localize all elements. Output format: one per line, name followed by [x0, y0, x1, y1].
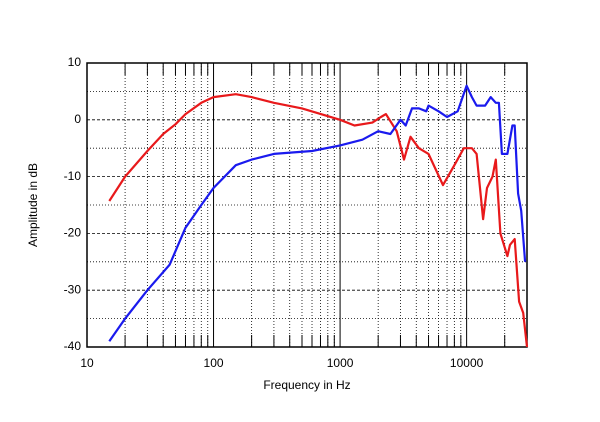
x-axis-label: Frequency in Hz: [263, 378, 350, 392]
series-line: [108, 84, 527, 342]
x-tick-label: 10000: [450, 356, 484, 370]
x-tick-label: 100: [204, 356, 224, 370]
y-tick-label: -40: [64, 339, 82, 353]
x-tick-label: 1000: [327, 356, 354, 370]
x-tick-label: 10: [80, 356, 94, 370]
y-tick-label: 10: [68, 55, 82, 69]
plot-frame: [86, 62, 528, 348]
y-tick-label: -10: [64, 169, 82, 183]
y-tick-label: 0: [74, 112, 81, 126]
series-line: [108, 93, 529, 348]
y-axis-label: Amplitude in dB: [26, 163, 40, 247]
y-tick-label: -20: [64, 226, 82, 240]
y-tick-label: -30: [64, 282, 82, 296]
